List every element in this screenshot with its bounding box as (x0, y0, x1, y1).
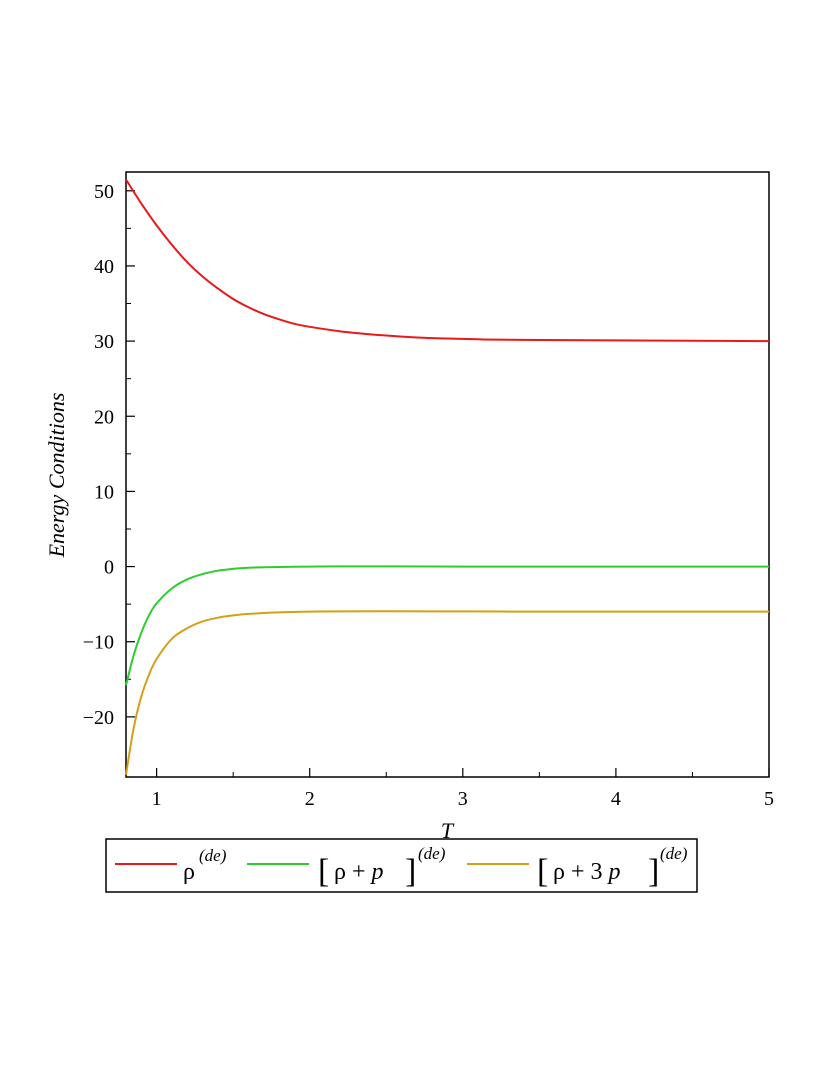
legend-close-bracket-rho-plus-p: ] (405, 853, 416, 890)
y-tick-label: 50 (94, 181, 114, 203)
x-tick-label: 1 (152, 788, 162, 810)
y-tick-label: 30 (94, 331, 114, 353)
legend-label-rho: ρ (183, 859, 195, 885)
y-axis-title: Energy Conditions (44, 393, 69, 559)
legend-open-bracket-rho-plus-3p: [ (537, 853, 548, 890)
x-tick-label: 5 (764, 788, 774, 810)
x-tick-label: 4 (611, 788, 621, 810)
y-tick-label: −10 (83, 632, 114, 654)
series-lines (125, 178, 770, 775)
x-axis-title: T (441, 818, 455, 843)
y-tick-label: 40 (94, 256, 114, 278)
legend-label-rho-plus-3p: ρ + 3 p (553, 859, 621, 885)
legend-sup-rho-plus-3p: (de) (660, 844, 688, 863)
series-line-rho_plus_3p (125, 610, 769, 775)
legend-box (105, 838, 698, 893)
y-tick-label: 0 (104, 557, 114, 579)
legend-label-rho-plus-p: ρ + p (334, 859, 384, 885)
legend-open-bracket-rho-plus-p: [ (318, 853, 329, 890)
legend-close-bracket-rho-plus-3p: ] (648, 853, 659, 890)
y-tick-label: 20 (94, 406, 114, 428)
x-tick-label: 3 (458, 788, 468, 810)
y-tick-label: 10 (94, 481, 114, 503)
legend-sup-rho: (de) (199, 846, 227, 865)
plot-frame (125, 171, 770, 778)
axis-ticks: 1 2 3 4 5 −20 −10 0 10 20 30 40 50 (83, 181, 774, 810)
series-line-rho_plus_p (125, 565, 769, 686)
legend-sup-rho-plus-p: (de) (418, 844, 446, 863)
series-line-rho (125, 178, 770, 343)
legend: ρ (de) [ ρ + p ] (de) [ ρ + 3 p ] (de) (105, 838, 698, 893)
x-tick-label: 2 (305, 788, 315, 810)
y-tick-label: −20 (83, 707, 114, 729)
